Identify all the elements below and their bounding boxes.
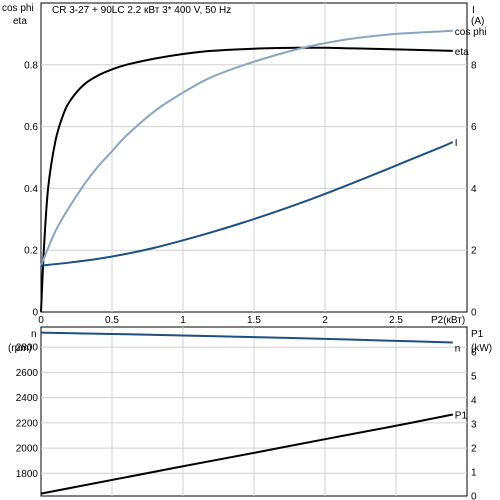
- left-tick-label: 0.4: [24, 184, 38, 195]
- right-axis-label-p1: P1: [471, 329, 484, 340]
- left-tick-label: 2000: [16, 444, 39, 455]
- series-line-cos-phi: [40, 29, 453, 267]
- bottom-grid: [41, 327, 467, 496]
- right-tick-label: 6: [471, 348, 477, 359]
- bottom-right-tick-labels: 0 1 2 3 4 5 6: [471, 348, 477, 500]
- right-tick-label: 6: [471, 122, 477, 133]
- left-axis-label-cos-phi: cos phi: [2, 3, 34, 14]
- left-axis-label-n: n: [31, 329, 37, 340]
- x-tick-label: 2.5: [389, 315, 403, 326]
- right-tick-label: 2: [471, 444, 477, 455]
- series-label-eta: eta: [455, 47, 469, 58]
- left-tick-label: 1800: [16, 469, 39, 480]
- right-tick-label: 0: [471, 308, 477, 319]
- right-axis-label-i: I: [472, 5, 475, 16]
- x-tick-label: 0: [38, 315, 44, 326]
- left-tick-label: 0.8: [24, 60, 38, 71]
- left-tick-label: 2400: [16, 393, 39, 404]
- right-axis-label-kw: (kW): [471, 343, 492, 354]
- series-line-i: [40, 141, 454, 267]
- top-series-labels: eta cos phi I: [455, 27, 487, 149]
- top-series-group: [40, 29, 454, 313]
- bottom-left-tick-labels: 1800 2000 2200 2400 2600 2800: [16, 343, 39, 480]
- bottom-series-labels: n P1: [455, 344, 468, 422]
- left-axis-label-eta: eta: [13, 16, 27, 27]
- x-tick-label: 1: [180, 315, 186, 326]
- right-tick-label: 8: [471, 60, 477, 71]
- bottom-chart-panel: 1800 2000 2200 2400 2600 2800 0 1 2 3 4 5 6 n P1 n (…: [8, 326, 492, 500]
- top-right-tick-labels: 0 2 4 6 8: [471, 60, 477, 318]
- right-tick-label: 0: [471, 492, 477, 500]
- x-tick-label: 1.5: [247, 315, 261, 326]
- top-chart-panel: 0 0.2 0.4 0.6 0.8 0 2 4 6 8 0 0.5 1 1.5 2 2.5 eta cos …: [2, 2, 487, 326]
- right-tick-label: 2: [471, 246, 477, 257]
- series-label-cos-phi: cos phi: [455, 27, 487, 38]
- chart-title: CR 3-27 + 90LC 2.2 кВт 3* 400 V, 50 Hz: [52, 5, 231, 16]
- left-tick-label: 2200: [16, 418, 39, 429]
- left-tick-label: 2800: [16, 343, 39, 354]
- left-tick-label: 2600: [16, 368, 39, 379]
- left-tick-label: 0: [32, 308, 38, 319]
- x-tick-label: 2: [322, 315, 328, 326]
- x-tick-label: 0.5: [105, 315, 119, 326]
- series-label-n: n: [455, 344, 461, 355]
- left-tick-label: 0.6: [24, 122, 38, 133]
- top-x-tick-labels: 0 0.5 1 1.5 2 2.5: [38, 315, 403, 326]
- right-tick-label: 5: [471, 372, 477, 383]
- right-tick-label: 3: [471, 420, 477, 431]
- series-line-eta: [40, 46, 453, 313]
- top-left-tick-labels: 0 0.2 0.4 0.6 0.8: [24, 60, 38, 318]
- series-label-p1: P1: [455, 410, 468, 421]
- right-tick-label: 4: [471, 184, 477, 195]
- series-line-n: [40, 331, 453, 344]
- series-label-i: I: [455, 138, 458, 149]
- right-tick-label: 4: [471, 396, 477, 407]
- left-tick-label: 0.2: [24, 246, 38, 257]
- left-axis-label-rpm: (rpm): [8, 343, 32, 354]
- right-axis-label-a: (A): [471, 16, 484, 27]
- x-axis-label: P2(кВт): [431, 315, 465, 326]
- right-tick-label: 1: [471, 468, 477, 479]
- series-line-p1: [40, 413, 453, 495]
- bottom-series-group: [40, 331, 453, 495]
